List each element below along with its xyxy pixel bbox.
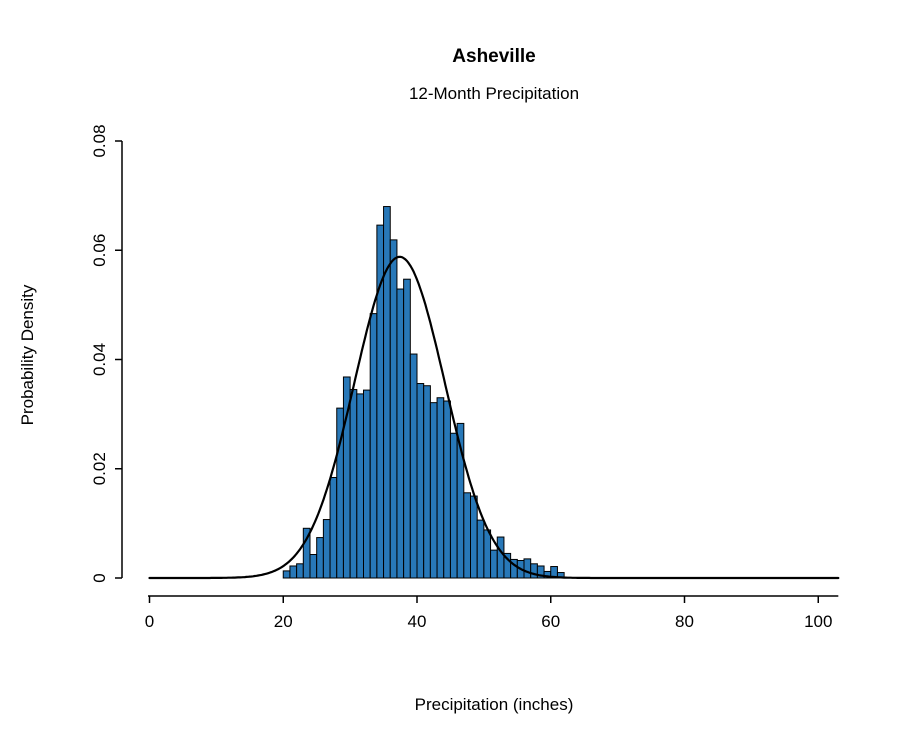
histogram-bar (296, 563, 304, 579)
histogram-bar (349, 389, 358, 579)
x-tick-label: 60 (541, 612, 560, 631)
histogram-bar (463, 492, 471, 579)
histogram-bar (282, 570, 291, 579)
histogram-bar (389, 239, 398, 579)
histogram-bar (403, 278, 411, 579)
histogram-bar (490, 549, 498, 579)
histogram-bar (476, 519, 485, 579)
histogram-bar (363, 389, 371, 579)
normal-density-curve (148, 255, 840, 580)
x-tick-label: 80 (675, 612, 694, 631)
histogram-bar (409, 353, 418, 579)
histogram-bar (416, 383, 425, 579)
y-tick-label: 0.06 (90, 234, 109, 267)
histogram-bar (396, 288, 405, 579)
chart-subtitle: 12-Month Precipitation (408, 84, 580, 103)
histogram-bar (483, 529, 492, 579)
histogram-bar (309, 554, 318, 579)
y-tick-label: 0.04 (90, 343, 109, 376)
x-tick-label: 20 (274, 612, 293, 631)
x-tick-label: 100 (804, 612, 832, 631)
histogram-bar (356, 393, 364, 579)
y-axis-label: Probability Density (18, 284, 37, 426)
x-tick-label: 0 (145, 612, 154, 631)
x-axis-label: Precipitation (inches) (414, 695, 574, 714)
histogram-bar (523, 558, 532, 579)
histogram-bar (449, 432, 458, 579)
histogram-bar (322, 519, 331, 579)
y-tick-label: 0.08 (90, 124, 109, 157)
histogram-bar (302, 527, 311, 579)
y-tick-label: 0.02 (90, 452, 109, 485)
histogram-bar (289, 565, 298, 579)
histogram-bar (383, 206, 391, 579)
y-tick-label: 0 (90, 573, 109, 582)
histogram-bar (423, 385, 431, 579)
histogram-bar (530, 563, 538, 579)
chart-title: Asheville (452, 46, 536, 67)
histogram-bar (369, 313, 378, 579)
histogram-bar (436, 397, 445, 579)
histogram-bar (496, 536, 505, 579)
histogram-bar (470, 495, 478, 579)
x-tick-label: 40 (408, 612, 427, 631)
histogram-bar (429, 402, 438, 579)
histogram-bar (443, 400, 451, 579)
histogram-bar (316, 537, 324, 579)
histogram-bar (329, 476, 338, 579)
